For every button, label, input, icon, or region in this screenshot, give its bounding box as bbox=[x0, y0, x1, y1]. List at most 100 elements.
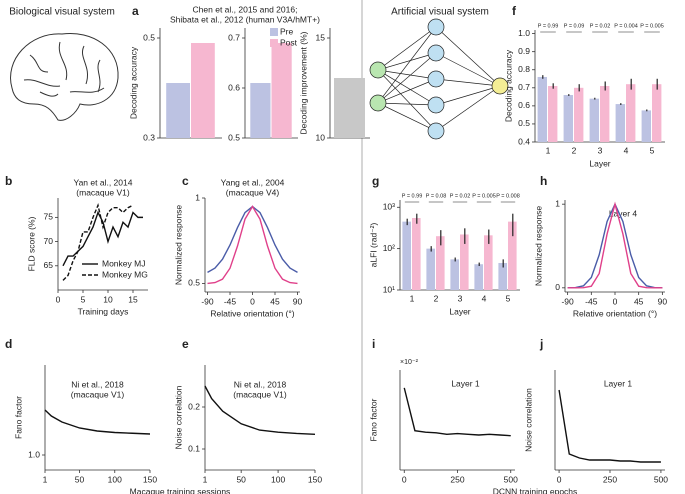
y-axis-label: Fano factor bbox=[368, 398, 378, 441]
y-tick-label: 0.3 bbox=[143, 132, 155, 142]
line bbox=[207, 205, 298, 285]
bar bbox=[460, 234, 469, 290]
edge bbox=[435, 26, 501, 87]
p-value: P = 0.005 bbox=[640, 23, 664, 29]
panel-letter: b bbox=[5, 174, 12, 188]
y-axis-label: Decoding accuracy bbox=[128, 46, 138, 119]
annotation: Layer 1 bbox=[451, 378, 480, 388]
x-tick-label: 250 bbox=[603, 474, 617, 484]
section-title: Artificial visual system bbox=[391, 7, 489, 18]
y-tick-label: 0.5 bbox=[188, 278, 200, 288]
line bbox=[558, 389, 661, 463]
y-tick-label: 1 bbox=[555, 198, 560, 208]
bar bbox=[166, 83, 190, 138]
panel-letter: f bbox=[512, 4, 517, 18]
x-tick-label: -90 bbox=[561, 296, 574, 306]
panel-letter: e bbox=[182, 337, 189, 351]
bar bbox=[402, 221, 411, 290]
p-value: P = 0.08 bbox=[426, 193, 447, 199]
y-multiplier: ×10⁻² bbox=[400, 359, 419, 366]
bar bbox=[250, 83, 271, 138]
x-tick-label: 50 bbox=[75, 474, 85, 484]
x-tick-label: 100 bbox=[271, 474, 285, 484]
legend-swatch bbox=[270, 39, 278, 47]
x-tick-label: 1 bbox=[43, 474, 48, 484]
edge bbox=[377, 69, 437, 106]
x-axis-label: Layer bbox=[589, 158, 610, 168]
y-tick-label: 0.6 bbox=[228, 82, 240, 92]
bar bbox=[615, 104, 625, 142]
bar bbox=[484, 235, 493, 290]
p-value: P = 0.09 bbox=[564, 23, 585, 29]
y-tick-label: 10 bbox=[316, 132, 326, 142]
bar bbox=[334, 78, 365, 138]
x-axis-label: Relative orientation (°) bbox=[573, 308, 657, 318]
x-tick-label: 150 bbox=[143, 474, 157, 484]
edge bbox=[377, 26, 437, 104]
y-tick-label: 0.5 bbox=[518, 118, 530, 128]
y-tick-label: 0.9 bbox=[518, 46, 530, 56]
x-tick-label: 250 bbox=[450, 474, 464, 484]
y-axis-label: FLD score (%) bbox=[26, 216, 36, 271]
x-tick-label: -90 bbox=[201, 296, 214, 306]
chart-subtitle: (macaque V4) bbox=[226, 187, 280, 197]
edge bbox=[377, 52, 437, 71]
bar bbox=[548, 86, 558, 142]
line bbox=[403, 387, 511, 437]
y-tick-label: 0.6 bbox=[518, 100, 530, 110]
y-tick-label: 1 bbox=[195, 192, 200, 202]
y-tick-label: 0 bbox=[555, 282, 560, 292]
y-tick-label: 65 bbox=[44, 260, 54, 270]
bar bbox=[589, 98, 599, 142]
annotation: Layer 1 bbox=[604, 378, 633, 388]
line bbox=[204, 385, 316, 435]
chart-title: Yan et al., 2014 bbox=[74, 177, 133, 187]
x-tick-label: 0 bbox=[613, 296, 618, 306]
bar bbox=[574, 87, 584, 142]
y-axis-label: Normalized response bbox=[533, 206, 543, 287]
bar bbox=[563, 95, 573, 142]
x-tick-label: 0 bbox=[56, 294, 61, 304]
panel-letter: j bbox=[539, 337, 543, 351]
panel-letter: i bbox=[372, 337, 375, 351]
legend-label: Monkey MG bbox=[102, 269, 148, 279]
x-tick-label: 2 bbox=[572, 145, 577, 155]
x-tick-label: 3 bbox=[598, 145, 603, 155]
y-tick-label: 1.0 bbox=[518, 28, 530, 38]
x-tick-label: -45 bbox=[224, 296, 237, 306]
x-tick-label: 100 bbox=[108, 474, 122, 484]
panel-letter: c bbox=[182, 174, 189, 188]
y-tick-label: 75 bbox=[44, 212, 54, 222]
y-axis-label: Fano factor bbox=[13, 396, 23, 439]
x-tick-label: 45 bbox=[270, 296, 280, 306]
x-tick-label: 4 bbox=[624, 145, 629, 155]
y-tick-label: 10¹ bbox=[383, 284, 395, 294]
x-tick-label: 90 bbox=[658, 296, 668, 306]
x-tick-label: 5 bbox=[506, 293, 511, 303]
y-axis-label: Decoding improvement (%) bbox=[298, 31, 308, 134]
x-tick-label: 1 bbox=[203, 474, 208, 484]
x-axis-label: DCNN training epochs bbox=[493, 486, 578, 494]
legend-label: Monkey MJ bbox=[102, 258, 145, 268]
y-tick-label: 1.0 bbox=[28, 449, 40, 459]
edge bbox=[377, 102, 437, 132]
edge bbox=[377, 78, 437, 104]
x-tick-label: 3 bbox=[458, 293, 463, 303]
edge bbox=[435, 78, 501, 87]
x-tick-label: 0 bbox=[402, 474, 407, 484]
y-tick-label: 0.7 bbox=[518, 82, 530, 92]
chart-subtitle: (macaque V1) bbox=[71, 389, 125, 399]
x-tick-label: 45 bbox=[634, 296, 644, 306]
p-value: P = 0.02 bbox=[450, 193, 471, 199]
edge bbox=[435, 85, 501, 106]
edge bbox=[377, 69, 437, 132]
edge bbox=[435, 52, 501, 87]
line bbox=[44, 409, 151, 435]
y-tick-label: 10³ bbox=[383, 202, 395, 212]
y-tick-label: 0.1 bbox=[188, 443, 200, 453]
y-axis-label: Normalized response bbox=[173, 205, 183, 286]
x-tick-label: 0 bbox=[557, 474, 562, 484]
x-tick-label: 1 bbox=[410, 293, 415, 303]
x-tick-label: 5 bbox=[81, 294, 86, 304]
